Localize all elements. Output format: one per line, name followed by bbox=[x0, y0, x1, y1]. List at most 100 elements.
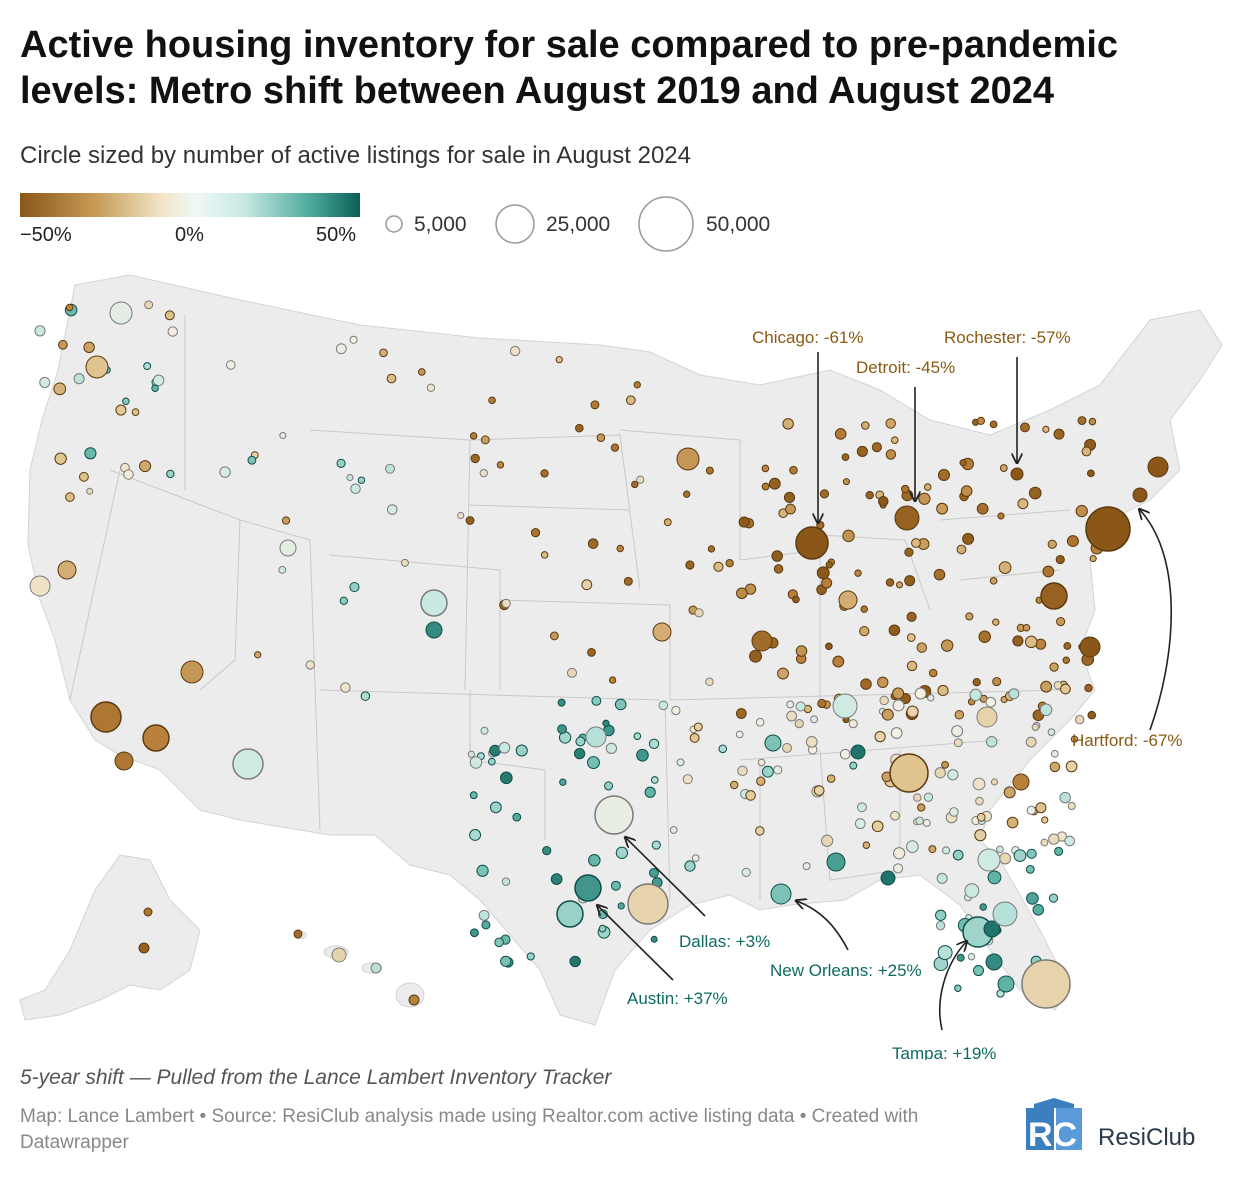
metro-bubble-memphis bbox=[764, 734, 782, 752]
annotation-label: Dallas: +3% bbox=[679, 932, 770, 951]
metro-bubble bbox=[918, 492, 931, 505]
metro-bubble bbox=[736, 587, 748, 600]
metro-bubble bbox=[718, 744, 728, 754]
metro-bubble bbox=[705, 677, 714, 687]
metro-bubble bbox=[587, 647, 596, 657]
metro-bubble bbox=[143, 362, 152, 371]
metro-bubble bbox=[1006, 816, 1019, 829]
color-legend-mid: 0% bbox=[175, 224, 204, 246]
metro-bubble bbox=[802, 862, 811, 871]
metro-bubble bbox=[340, 682, 351, 693]
metro-bubble bbox=[480, 435, 490, 445]
metro-bubble-anchorage bbox=[143, 907, 153, 917]
metro-bubble bbox=[476, 864, 489, 877]
metro-bubble bbox=[842, 529, 855, 543]
metro-bubble bbox=[86, 487, 94, 495]
metro-bubble bbox=[915, 816, 924, 825]
metro-bubble bbox=[587, 756, 600, 770]
metro-bubble bbox=[916, 642, 928, 653]
metro-bubble bbox=[357, 476, 366, 484]
metro-bubble bbox=[588, 853, 601, 867]
metro-bubble bbox=[825, 642, 833, 651]
metro-bubble bbox=[278, 565, 287, 574]
metro-bubble bbox=[549, 631, 559, 641]
metro-bubble bbox=[65, 303, 74, 312]
border-line bbox=[109, 469, 241, 691]
metro-bubble bbox=[682, 774, 693, 785]
metro-bubbles bbox=[29, 300, 1169, 1009]
metro-bubble bbox=[557, 724, 567, 735]
metro-bubble bbox=[999, 464, 1008, 472]
metro-bubble bbox=[400, 558, 409, 567]
metro-bubble bbox=[795, 701, 806, 712]
metro-bubble bbox=[949, 807, 959, 817]
metro-bubble bbox=[922, 818, 931, 827]
annotation-label: New Orleans: +25% bbox=[770, 961, 922, 980]
metro-bubble bbox=[861, 421, 870, 430]
metro-bubble bbox=[737, 765, 748, 777]
metro-bubble bbox=[947, 769, 959, 781]
metro-bubble bbox=[816, 566, 830, 580]
metro-bubble bbox=[481, 920, 491, 930]
metro-bubble bbox=[860, 678, 872, 690]
metro-bubble-jacksonville bbox=[977, 848, 1001, 872]
metro-bubble bbox=[755, 717, 765, 727]
metro-bubble bbox=[813, 785, 825, 796]
metro-bubble bbox=[789, 465, 798, 475]
metro-bubble bbox=[893, 863, 904, 874]
metro-bubble bbox=[689, 732, 700, 743]
metro-bubble bbox=[465, 516, 475, 525]
metro-bubble bbox=[335, 343, 347, 355]
metro-bubble bbox=[1042, 565, 1055, 578]
metro-bubble bbox=[575, 423, 584, 433]
metro-bubble bbox=[685, 560, 695, 570]
metro-bubble bbox=[936, 502, 949, 515]
metro-bubble bbox=[785, 503, 796, 515]
metro-bubble-chicago bbox=[795, 526, 829, 560]
metro-bubble bbox=[1086, 469, 1095, 478]
metro-bubble bbox=[131, 408, 140, 417]
annotation-arrow bbox=[1140, 510, 1173, 731]
metro-bubble bbox=[631, 480, 639, 489]
metro-bubble bbox=[928, 845, 937, 854]
metro-bubble bbox=[713, 561, 724, 572]
metro-bubble bbox=[385, 463, 396, 474]
metro-bubble bbox=[1048, 893, 1059, 903]
metro-bubble bbox=[590, 400, 600, 410]
metro-bubble bbox=[998, 561, 1012, 574]
metro-bubble bbox=[821, 834, 834, 847]
color-legend-bar bbox=[20, 193, 360, 217]
size-legend: 5,000 25,000 50,000 bbox=[384, 196, 804, 256]
metro-bubble bbox=[1059, 791, 1071, 804]
metro-bubble bbox=[937, 468, 950, 481]
metro-bubble bbox=[890, 810, 900, 821]
metro-bubble-orlando bbox=[992, 901, 1018, 927]
metro-bubble bbox=[725, 559, 734, 568]
metro-bubble bbox=[152, 374, 165, 387]
metro-bubble bbox=[123, 469, 134, 480]
metro-bubble bbox=[1035, 802, 1047, 814]
metro-bubble bbox=[890, 436, 899, 444]
metro-bubble bbox=[1026, 892, 1039, 905]
metro-bubble bbox=[1003, 786, 1016, 799]
metro-bubble bbox=[339, 596, 348, 605]
metro-bubble bbox=[892, 687, 905, 700]
metro-bubble bbox=[951, 725, 964, 738]
metro-bubble bbox=[478, 909, 490, 921]
metro-bubble bbox=[167, 326, 178, 337]
metro-bubble bbox=[756, 776, 766, 786]
metro-bubble bbox=[498, 741, 511, 754]
metro-bubble bbox=[960, 485, 973, 497]
color-legend-min: −50% bbox=[20, 224, 72, 246]
metro-bubble-san-diego bbox=[142, 724, 170, 752]
metro-bubble bbox=[892, 699, 905, 712]
metro-bubble bbox=[755, 826, 765, 836]
metro-bubble-tampa-core bbox=[983, 920, 1001, 938]
metro-bubble bbox=[890, 727, 903, 739]
metro-bubble bbox=[885, 449, 897, 460]
metro-bubble bbox=[1008, 688, 1020, 700]
metro-bubble bbox=[625, 395, 636, 406]
size-legend-label-large: 50,000 bbox=[706, 213, 770, 236]
annotation-label: Austin: +37% bbox=[627, 989, 728, 1008]
metro-bubble bbox=[730, 780, 739, 790]
